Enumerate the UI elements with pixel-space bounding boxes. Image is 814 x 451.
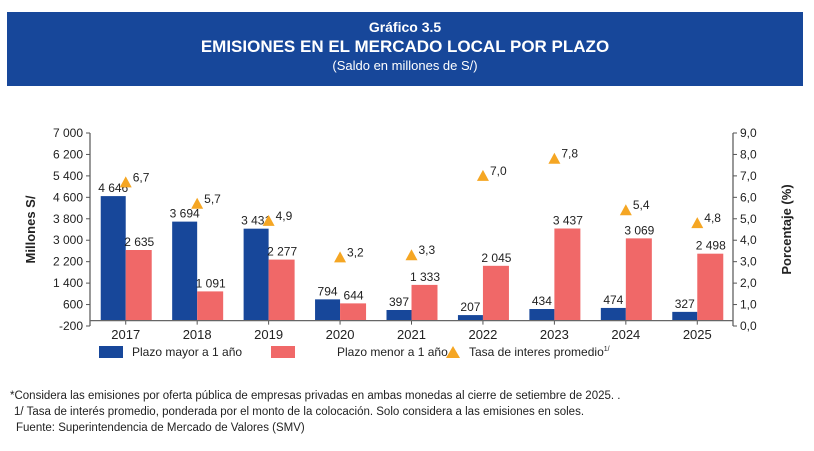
bar-plazo-mayor bbox=[386, 309, 412, 321]
data-label-tasa: 7,0 bbox=[490, 164, 507, 178]
y-tick-label: 7 000 bbox=[53, 126, 83, 140]
bar-plazo-mayor bbox=[672, 311, 698, 321]
legend-label-plazo-mayor: Plazo mayor a 1 año bbox=[132, 345, 242, 359]
bar-plazo-menor bbox=[197, 291, 224, 321]
y2-tick-label: 4,0 bbox=[740, 233, 757, 247]
marker-tasa-triangle bbox=[334, 251, 347, 263]
marker-tasa-triangle bbox=[619, 204, 632, 216]
x-tick-label: 2020 bbox=[326, 327, 355, 342]
bar-plazo-menor bbox=[554, 228, 581, 321]
y-tick-label: 3 800 bbox=[53, 212, 83, 226]
legend-swatch-plazo-mayor bbox=[99, 346, 123, 358]
bar-chart: 7 000 6 200 5 400 4 600 3 800 3 000 2 200 1 400… bbox=[23, 126, 794, 359]
x-tick-label: 2021 bbox=[397, 327, 426, 342]
data-label-tasa: 4,8 bbox=[704, 211, 721, 225]
data-label-plazo-mayor: 3 694 bbox=[170, 207, 200, 221]
footnote-source: Fuente: Superintendencia de Mercado de V… bbox=[16, 422, 305, 434]
chart-subtitle: (Saldo en millones de S/) bbox=[332, 58, 478, 73]
x-tick-label: 2024 bbox=[611, 327, 640, 342]
data-label-plazo-menor: 3 437 bbox=[553, 214, 583, 228]
data-label-tasa: 3,2 bbox=[347, 245, 364, 259]
data-label-tasa: 6,7 bbox=[133, 170, 150, 184]
data-label-plazo-menor: 2 277 bbox=[267, 245, 297, 259]
y2-axis-title: Porcentaje (%) bbox=[779, 184, 794, 274]
bar-plazo-menor bbox=[411, 284, 438, 321]
data-label-plazo-mayor: 434 bbox=[532, 294, 552, 308]
footnote-scope: *Considera las emisiones por oferta públ… bbox=[10, 390, 621, 402]
x-tick-label: 2019 bbox=[254, 327, 283, 342]
y2-tick-label: 8,0 bbox=[740, 147, 757, 161]
data-label-plazo-mayor: 474 bbox=[603, 293, 623, 307]
data-label-tasa: 7,8 bbox=[561, 147, 578, 161]
data-label-plazo-menor: 2 045 bbox=[481, 251, 511, 265]
y2-tick-label: 9,0 bbox=[740, 126, 757, 140]
data-label-plazo-menor: 3 069 bbox=[624, 223, 654, 237]
bar-plazo-mayor bbox=[172, 221, 198, 321]
bar-plazo-mayor bbox=[315, 299, 341, 321]
data-label-tasa: 5,7 bbox=[204, 192, 221, 206]
data-label-plazo-mayor: 207 bbox=[460, 300, 480, 314]
bar-plazo-mayor bbox=[100, 196, 126, 321]
bar-plazo-mayor bbox=[457, 315, 483, 321]
y2-tick-label: 5,0 bbox=[740, 212, 757, 226]
y2-tick-label: 6,0 bbox=[740, 190, 757, 204]
data-label-plazo-menor: 2 635 bbox=[124, 235, 154, 249]
y2-tick-label: 1,0 bbox=[740, 298, 757, 312]
x-tick-label: 2022 bbox=[468, 327, 497, 342]
data-label-plazo-mayor: 397 bbox=[389, 295, 409, 309]
marker-tasa-triangle bbox=[476, 169, 489, 181]
bar-plazo-menor bbox=[125, 250, 152, 321]
marker-tasa-triangle bbox=[119, 176, 132, 188]
y-tick-label: 600 bbox=[63, 298, 83, 312]
data-label-tasa: 3,3 bbox=[419, 243, 436, 257]
y-tick-label: 6 200 bbox=[53, 147, 83, 161]
marker-tasa-triangle bbox=[191, 197, 204, 209]
y-tick-label: 4 600 bbox=[53, 190, 83, 204]
bar-plazo-mayor bbox=[243, 228, 269, 321]
data-label-plazo-menor: 1 333 bbox=[410, 270, 440, 284]
x-tick-label: 2018 bbox=[183, 327, 212, 342]
y-axis-title: Millones S/ bbox=[23, 195, 38, 263]
marker-tasa-triangle bbox=[691, 217, 704, 229]
marker-tasa-triangle bbox=[405, 249, 418, 261]
legend-swatch-plazo-menor bbox=[271, 346, 295, 358]
bar-plazo-menor bbox=[268, 259, 295, 321]
y2-tick-label: 2,0 bbox=[740, 276, 757, 290]
bar-plazo-mayor bbox=[529, 309, 555, 321]
data-label-plazo-menor: 2 498 bbox=[696, 239, 726, 253]
legend-label-tasa-superscript: 1/ bbox=[604, 346, 610, 353]
data-label-plazo-mayor: 4 646 bbox=[98, 181, 128, 195]
marker-tasa-triangle bbox=[548, 152, 561, 164]
chart-header-banner: Gráfico 3.5 EMISIONES EN EL MERCADO LOCA… bbox=[7, 12, 803, 86]
data-label-tasa: 4,9 bbox=[276, 209, 293, 223]
data-label-plazo-mayor: 327 bbox=[675, 297, 695, 311]
y-tick-label: 5 400 bbox=[53, 169, 83, 183]
data-label-plazo-mayor: 794 bbox=[318, 284, 338, 298]
y-tick-label: -200 bbox=[59, 319, 83, 333]
y2-tick-label: 0,0 bbox=[740, 319, 757, 333]
y2-tick-label: 3,0 bbox=[740, 255, 757, 269]
footnote-rate: 1/ Tasa de interés promedio, ponderada p… bbox=[14, 406, 585, 418]
bar-plazo-menor bbox=[482, 265, 509, 321]
x-tick-label: 2025 bbox=[683, 327, 712, 342]
marker-tasa-triangle bbox=[262, 214, 275, 226]
legend-label-plazo-menor: Plazo menor a 1 año bbox=[337, 345, 448, 359]
y2-tick-label: 7,0 bbox=[740, 169, 757, 183]
y-tick-label: 1 400 bbox=[53, 276, 83, 290]
legend-marker-tasa bbox=[446, 346, 460, 358]
data-label-plazo-menor: 644 bbox=[344, 288, 364, 302]
chart-number: Gráfico 3.5 bbox=[368, 19, 442, 35]
bar-plazo-menor bbox=[697, 253, 724, 321]
data-label-tasa: 5,4 bbox=[633, 198, 650, 212]
legend-label-tasa: Tasa de interes promedio1/ bbox=[469, 345, 610, 359]
chart-title: EMISIONES EN EL MERCADO LOCAL POR PLAZO bbox=[200, 37, 610, 56]
bar-plazo-mayor bbox=[600, 307, 626, 321]
y-tick-label: 3 000 bbox=[53, 233, 83, 247]
data-label-plazo-menor: 1 091 bbox=[196, 276, 226, 290]
x-tick-label: 2017 bbox=[111, 327, 140, 342]
y-tick-label: 2 200 bbox=[53, 255, 83, 269]
bar-plazo-menor bbox=[625, 238, 652, 321]
x-tick-label: 2023 bbox=[540, 327, 569, 342]
bar-plazo-menor bbox=[340, 303, 367, 321]
